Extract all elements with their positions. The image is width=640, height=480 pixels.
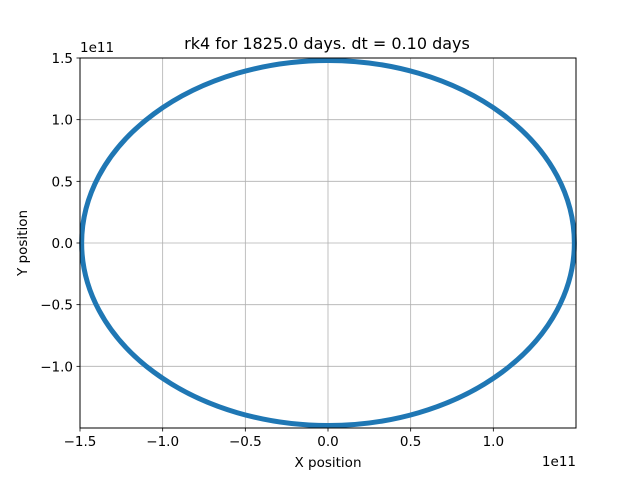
x-offset-label: 1e11 [542,454,576,470]
y-offset-label: 1e11 [80,40,114,56]
orbit-line [79,57,577,429]
x-axis-ticks: −1.5 −1.0 −0.5 0.0 0.5 1.0 [64,428,504,450]
y-tick-label: 0.0 [52,236,73,252]
y-tick-label: 1.0 [52,113,73,129]
y-tick-label: −0.5 [40,298,73,314]
x-axis-label: X position [294,455,361,471]
x-tick-label: −0.5 [229,434,262,450]
y-axis-label: Y position [15,210,31,277]
y-tick-label: 0.5 [52,174,73,190]
y-tick-label: −1.0 [40,359,73,375]
chart-title: rk4 for 1825.0 days. dt = 0.10 days [184,34,470,53]
y-tick-label: 1.5 [52,51,73,67]
x-tick-label: 0.5 [400,434,421,450]
x-tick-label: 0.0 [317,434,338,450]
y-axis-ticks: 1.5 1.0 0.5 0.0 −0.5 −1.0 [40,51,80,375]
grid [79,57,576,428]
series-layer [79,57,577,429]
x-tick-label: −1.0 [146,434,179,450]
x-tick-label: −1.5 [64,434,97,450]
x-tick-label: 1.0 [483,434,504,450]
